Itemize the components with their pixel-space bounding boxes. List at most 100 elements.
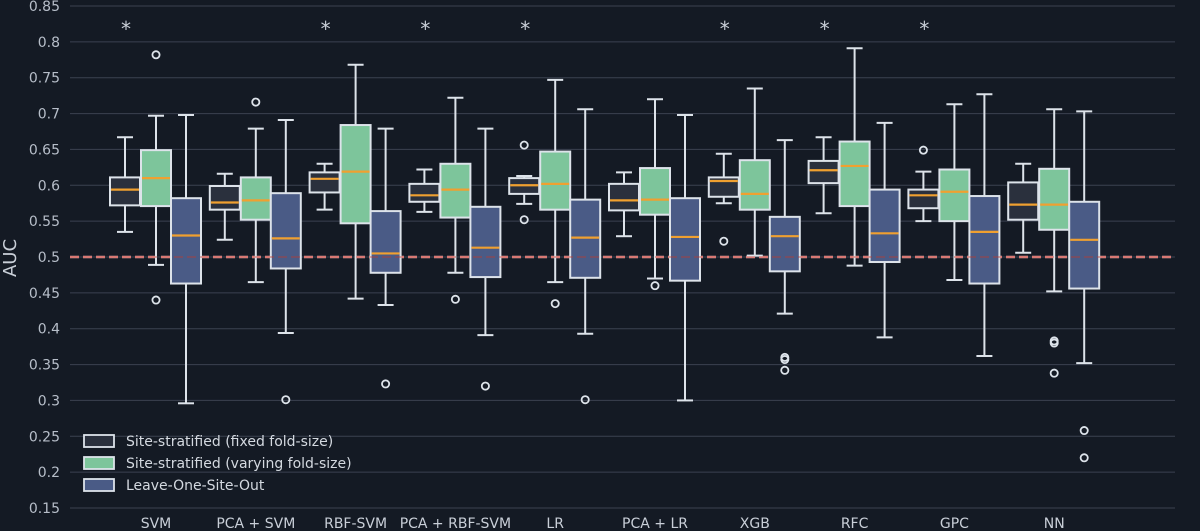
outlier-point bbox=[519, 140, 529, 150]
x-tick-label: RFC bbox=[841, 516, 869, 531]
box-loso bbox=[669, 114, 701, 402]
y-tick-label: 0.8 bbox=[38, 35, 60, 51]
x-axis-ticks: SVM PCA + SVM RBF-SVM PCA + RBF-SVM LR PCA + … bbox=[141, 516, 1065, 531]
outlier-point bbox=[918, 145, 928, 155]
legend-swatch bbox=[83, 434, 115, 448]
x-tick-label: PCA + SVM bbox=[216, 516, 295, 531]
box-group-rfc bbox=[807, 47, 901, 339]
box-iqr bbox=[807, 159, 840, 185]
box-fixed bbox=[807, 136, 840, 215]
outlier-point bbox=[1079, 453, 1089, 463]
y-tick-label: 0.3 bbox=[38, 393, 60, 409]
box-iqr bbox=[339, 124, 372, 225]
box-group-gpc bbox=[907, 93, 1001, 357]
grid-lines bbox=[70, 5, 1175, 509]
x-tick-label: SVM bbox=[141, 516, 172, 531]
significance-star: * bbox=[420, 17, 430, 41]
box-groups bbox=[109, 47, 1101, 463]
box-loso bbox=[768, 139, 801, 375]
box-varying bbox=[140, 50, 172, 305]
box-fixed bbox=[907, 145, 940, 223]
box-varying bbox=[1038, 108, 1071, 378]
significance-star: * bbox=[121, 17, 131, 41]
y-tick-label: 0.35 bbox=[29, 358, 60, 374]
y-tick-label: 0.55 bbox=[29, 214, 60, 230]
box-iqr bbox=[968, 195, 1001, 285]
box-varying bbox=[439, 96, 472, 304]
box-iqr bbox=[907, 188, 940, 210]
y-tick-label: 0.85 bbox=[29, 0, 60, 15]
x-tick-label: NN bbox=[1044, 516, 1065, 531]
box-iqr bbox=[239, 176, 272, 221]
box-fixed bbox=[408, 168, 441, 213]
box-loso bbox=[868, 121, 901, 339]
outlier-point bbox=[281, 395, 291, 405]
box-iqr bbox=[838, 140, 871, 208]
outlier-point bbox=[151, 295, 161, 305]
outlier-point bbox=[550, 299, 560, 309]
box-fixed bbox=[1007, 162, 1040, 254]
box-iqr bbox=[1038, 167, 1071, 231]
box-group-rbf-svm bbox=[308, 63, 402, 389]
y-tick-label: 0.45 bbox=[29, 286, 60, 302]
x-tick-label: PCA + LR bbox=[622, 516, 688, 531]
box-iqr bbox=[669, 197, 701, 282]
box-iqr bbox=[938, 168, 971, 223]
x-tick-label: GPC bbox=[940, 516, 969, 531]
box-fixed bbox=[109, 136, 141, 233]
box-iqr bbox=[868, 188, 901, 264]
y-tick-label: 0.7 bbox=[38, 107, 60, 123]
box-iqr bbox=[1068, 200, 1101, 290]
box-loso bbox=[469, 127, 502, 391]
outlier-point bbox=[1049, 368, 1059, 378]
box-iqr bbox=[768, 215, 801, 273]
x-tick-label: LR bbox=[546, 516, 564, 531]
box-iqr bbox=[269, 192, 302, 270]
outlier-point bbox=[450, 294, 460, 304]
box-varying bbox=[539, 78, 572, 309]
box-iqr bbox=[308, 171, 341, 194]
box-varying bbox=[239, 97, 272, 284]
box-fixed bbox=[707, 152, 740, 246]
y-tick-label: 0.65 bbox=[29, 142, 60, 158]
box-iqr bbox=[1007, 181, 1040, 221]
significance-star: * bbox=[919, 17, 929, 41]
box-varying bbox=[938, 103, 971, 281]
y-axis-label: AUC bbox=[0, 239, 21, 277]
x-tick-label: PCA + RBF-SVM bbox=[400, 516, 511, 531]
box-iqr bbox=[639, 167, 671, 216]
box-iqr bbox=[539, 150, 572, 211]
y-tick-label: 0.15 bbox=[29, 501, 60, 517]
outlier-point bbox=[719, 236, 729, 246]
box-iqr bbox=[369, 210, 402, 274]
significance-markers: * * * * * * * bbox=[121, 17, 929, 41]
outlier-point bbox=[780, 365, 790, 375]
outlier-point bbox=[580, 395, 590, 405]
box-varying bbox=[339, 63, 372, 300]
significance-star: * bbox=[820, 17, 830, 41]
box-iqr bbox=[469, 205, 502, 279]
box-varying bbox=[738, 87, 771, 257]
box-iqr bbox=[408, 182, 441, 203]
box-iqr bbox=[109, 176, 141, 207]
box-fixed bbox=[308, 162, 341, 211]
box-fixed bbox=[208, 172, 241, 241]
y-tick-label: 0.4 bbox=[38, 322, 60, 338]
outlier-point bbox=[151, 50, 161, 60]
legend-item-loso: Leave-One-Site-Out bbox=[83, 478, 265, 494]
box-iqr bbox=[208, 185, 241, 211]
legend-label: Site-stratified (fixed fold-size) bbox=[126, 434, 333, 450]
box-loso bbox=[269, 119, 302, 405]
y-tick-label: 0.6 bbox=[38, 178, 60, 194]
box-group-lr bbox=[508, 78, 602, 405]
y-tick-label: 0.2 bbox=[38, 465, 60, 481]
box-fixed bbox=[608, 171, 640, 238]
y-tick-label: 0.25 bbox=[29, 429, 60, 445]
box-fixed bbox=[508, 140, 541, 225]
significance-star: * bbox=[321, 17, 331, 41]
y-tick-label: 0.75 bbox=[29, 71, 60, 87]
outlier-point bbox=[780, 355, 790, 365]
y-axis-ticks: 0.15 0.2 0.25 0.3 0.35 0.4 0.45 0.5 0.55 0.6 0.65 0… bbox=[29, 0, 60, 517]
box-loso bbox=[369, 127, 402, 389]
